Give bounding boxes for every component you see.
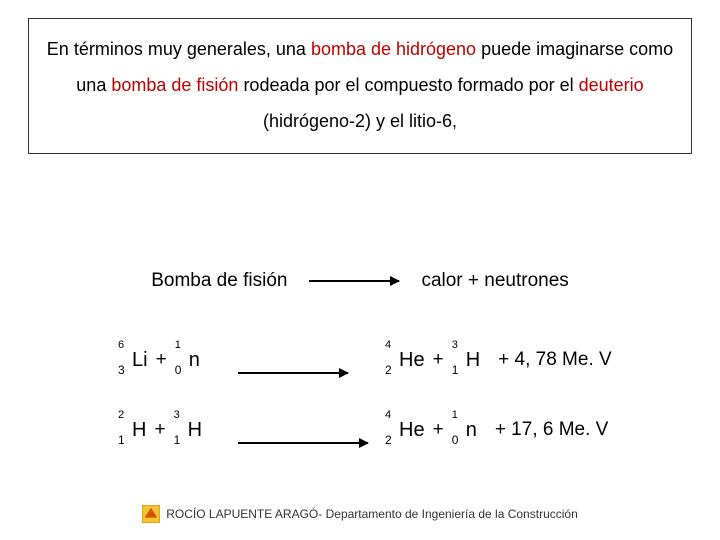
process-summary: Bomba de fisión calor + neutrones bbox=[0, 270, 720, 292]
nuclide: 21H bbox=[118, 419, 146, 442]
nuclide: 42He bbox=[385, 349, 425, 372]
nuclide: 10n bbox=[175, 349, 200, 372]
footer-text: ROCÍO LAPUENTE ARAGÓ- Departamento de In… bbox=[166, 507, 578, 521]
arrow-icon bbox=[238, 442, 368, 444]
plus-sign: + bbox=[433, 349, 444, 371]
frame-text: En términos muy generales, una bomba de … bbox=[47, 39, 673, 131]
process-left: Bomba de fisión bbox=[151, 270, 287, 292]
footer: ROCÍO LAPUENTE ARAGÓ- Departamento de In… bbox=[0, 505, 720, 526]
process-right: calor + neutrones bbox=[421, 270, 568, 292]
plus-sign: + bbox=[433, 419, 444, 441]
nuclide: 42He bbox=[385, 419, 425, 442]
nuclide: 31H bbox=[174, 419, 202, 442]
plus-sign: + bbox=[154, 419, 165, 441]
nuclide: 63Li bbox=[118, 349, 148, 372]
arrow-icon bbox=[238, 372, 348, 374]
energy-value: + 17, 6 Me. V bbox=[495, 419, 609, 441]
description-frame: En términos muy generales, una bomba de … bbox=[28, 18, 692, 154]
arrow-icon bbox=[309, 280, 399, 282]
nuclide: 31H bbox=[452, 349, 480, 372]
plus-sign: + bbox=[156, 349, 167, 371]
logo-icon bbox=[142, 505, 160, 523]
nuclide: 10n bbox=[452, 419, 477, 442]
energy-value: + 4, 78 Me. V bbox=[498, 349, 612, 371]
